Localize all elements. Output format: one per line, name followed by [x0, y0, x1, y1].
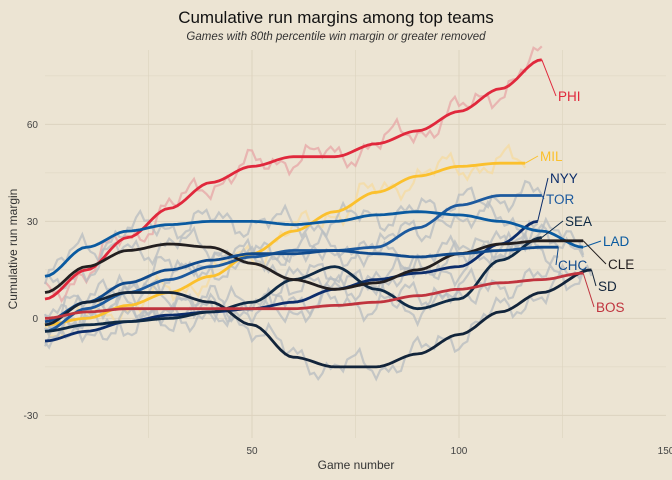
raw-trace-sd [44, 263, 593, 382]
x-tick-label: 100 [451, 446, 468, 457]
y-axis-label: Cumulative run margin [6, 188, 20, 310]
y-tick-label: 30 [27, 217, 39, 228]
series-label-cle: CLE [608, 257, 634, 272]
raw-trace-phi [44, 45, 543, 304]
label-leader-chc [555, 247, 559, 266]
series-label-chc: CHC [558, 258, 587, 273]
raw-trace-lad [43, 196, 585, 285]
series-label-sd: SD [598, 279, 617, 294]
series-label-phi: PHI [558, 89, 581, 104]
series-label-nyy: NYY [550, 171, 578, 186]
series-line-cle [44, 239, 584, 294]
y-tick-label: 60 [27, 120, 39, 131]
series-label-bos: BOS [596, 300, 625, 315]
series-label-mil: MIL [540, 149, 563, 164]
series-label-lad: LAD [603, 234, 630, 249]
raw-trace-sea [44, 231, 543, 347]
x-tick-label: 150 [658, 446, 672, 457]
series-line-sd [44, 268, 592, 369]
series-line-mil [44, 161, 526, 327]
series-label-tor: TOR [546, 192, 575, 207]
series-line-phi [44, 58, 543, 301]
raw-trace-cle [44, 223, 585, 302]
series-line-lad [44, 210, 584, 278]
label-leader-nyy [537, 177, 549, 222]
label-leader-lad [583, 240, 602, 248]
series-line-bos [44, 271, 584, 320]
label-leader-cle [582, 240, 607, 265]
y-tick-label: -30 [24, 411, 39, 422]
raw-trace-nyy [44, 219, 539, 350]
label-leader-sea [541, 220, 564, 238]
y-tick-label: 0 [32, 314, 38, 325]
series-label-sea: SEA [565, 214, 592, 229]
x-tick-label: 50 [246, 446, 258, 457]
label-leader-tor [541, 195, 545, 200]
label-leader-sd [590, 269, 597, 287]
label-leader-mil [524, 155, 539, 164]
x-axis-label: Game number [317, 458, 395, 472]
chart-subtitle: Games with 80th percentile win margin or… [186, 31, 486, 43]
raw-trace-chc [43, 230, 559, 336]
chart-title: Cumulative run margins among top teams [178, 8, 494, 27]
label-leader-bos [582, 272, 595, 308]
series-line-chc [44, 245, 559, 323]
label-leader-phi [541, 59, 557, 97]
